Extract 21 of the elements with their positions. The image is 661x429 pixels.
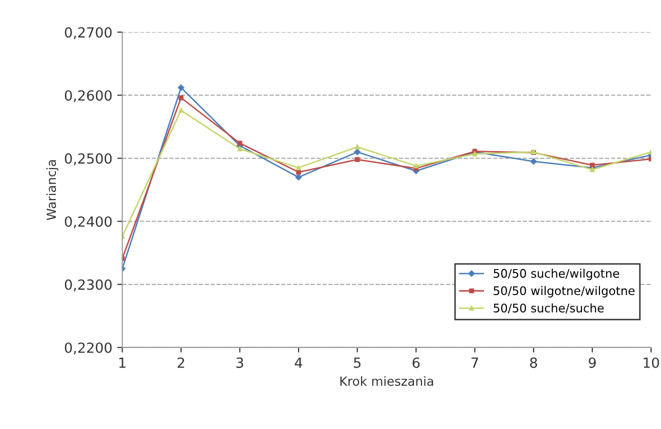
x-axis-title: Krok mieszania (340, 376, 434, 386)
x-tick-label: 6 (412, 357, 420, 368)
x-tick-label: 10 (644, 357, 659, 368)
y-axis-title: Wariancja (46, 160, 58, 220)
y-tick-label: 0,2400 (64, 216, 112, 228)
y-tick-label: 0,2600 (64, 90, 112, 102)
legend-label: 50/50 suche/suche (494, 303, 604, 314)
x-tick-label: 5 (354, 358, 361, 368)
x-tick-label: 2 (178, 357, 184, 368)
x-tick-label: 1 (119, 358, 126, 368)
legend-label: 50/50 wilgotne/wilgotne (494, 286, 635, 298)
y-tick-label: 0,2200 (64, 342, 112, 354)
x-tick-label: 3 (236, 357, 244, 368)
y-tick-label: 0,2700 (64, 27, 112, 40)
legend-label: 50/50 suche/wilgotne (494, 268, 620, 280)
x-tick-label: 4 (294, 358, 302, 368)
x-tick-label: 9 (588, 357, 596, 368)
x-tick-label: 8 (530, 357, 538, 368)
y-tick-label: 0,2300 (64, 279, 112, 292)
x-tick-label: 7 (472, 358, 478, 368)
y-tick-label: 0,2500 (64, 153, 112, 166)
